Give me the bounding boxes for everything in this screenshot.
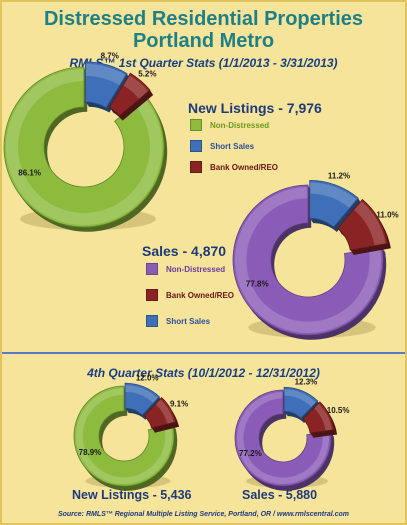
q4-new-listings-heading: New Listings - 5,436 [72,488,192,502]
donut-slice-short-sales [85,61,131,113]
q1-subtitle: RMLS™ 1st Quarter Stats (1/1/2013 - 3/31… [69,56,338,70]
donut-slice-short-sales [283,386,321,423]
legend-item-bank-owned: Bank Owned/REO [146,289,234,301]
donut-slice-bank-owned-reo [337,198,391,255]
legend-swatch [146,315,158,327]
slice-percent-label: 5.2% [138,69,156,78]
donut-slice-short-sales [124,382,163,420]
donut-slice-bank-owned-reo [143,397,180,433]
legend-swatch [190,161,202,173]
donut-slice-non-distressed [3,66,168,232]
legend-item-non-distressed: Non-Distressed [146,263,234,275]
legend-label: Non-Distressed [166,264,226,274]
slice-percent-label: 10.5% [327,406,350,415]
slice-percent-label: 11.0% [376,210,398,219]
slice-percent-label: 77.2% [239,449,262,458]
legend-label: Bank Owned/REO [210,162,279,172]
legend-label: Bank Owned/REO [166,290,235,300]
legend-item-non-distressed: Non-Distressed [190,119,278,131]
q4-subtitle: 4th Quarter Stats (10/1/2012 - 12/31/201… [87,366,320,380]
slice-percent-label: 12.3% [295,378,318,387]
slice-percent-label: 9.1% [170,400,188,409]
legend-item-bank-owned: Bank Owned/REO [190,161,278,173]
donut-slice-non-distressed [234,389,335,491]
q1-sales-heading: Sales - 4,870 [142,243,227,259]
donut-slice-non-distressed [232,184,387,340]
legend-label: Short Sales [166,316,211,326]
slice-percent-label: 11.2% [328,172,350,181]
q1-new-listings-legend: Non-Distressed Short Sales Bank Owned/RE… [190,119,278,173]
legend-label: Non-Distressed [210,120,270,130]
legend-label: Short Sales [210,141,255,151]
q1-new-listings-heading: New Listings - 7,976 [188,100,322,116]
title-line-1: Distressed Residential Properties [43,8,363,30]
donut-slice-bank-owned-reo [108,72,154,121]
q1-sales-legend: Non-Distressed Bank Owned/REO Short Sale… [146,263,234,327]
legend-swatch [190,119,202,131]
q4-sales-heading: Sales - 5,880 [242,488,318,502]
donut-slice-non-distressed [73,385,178,491]
legend-swatch [190,140,202,152]
legend-swatch [146,263,158,275]
section-divider [2,352,405,354]
slice-percent-label: 78.9% [79,448,102,457]
legend-swatch [146,289,158,301]
slice-percent-label: 8.7% [101,51,119,60]
source-footnote: Source: RMLS™ Regional Multiple Listing … [57,511,350,518]
donut-slice-short-sales [309,179,362,232]
slice-percent-label: 12.0% [136,373,159,382]
slice-percent-label: 77.8% [246,280,269,289]
slice-percent-label: 86.1% [18,168,41,177]
donut-slice-bank-owned-reo [302,401,338,438]
legend-item-short-sales: Short Sales [146,315,234,327]
legend-item-short-sales: Short Sales [190,140,278,152]
title-line-2: Portland Metro [132,30,275,52]
